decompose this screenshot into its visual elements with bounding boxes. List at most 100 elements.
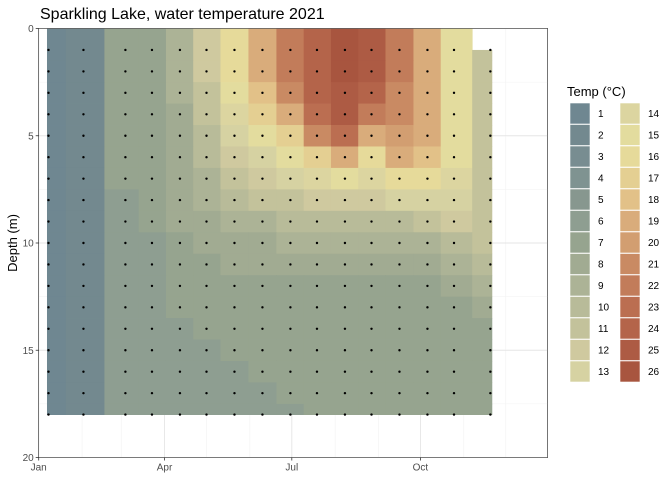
sample-point <box>289 134 292 137</box>
sample-point <box>426 349 429 352</box>
sample-point <box>452 220 456 223</box>
sample-point <box>426 327 429 330</box>
sample-point <box>289 48 292 52</box>
temperature-cell <box>472 189 493 212</box>
sample-point <box>343 70 347 73</box>
sample-point <box>150 241 154 245</box>
legend: Temp (°C) 123456789101112131415161718192… <box>567 84 660 383</box>
sample-point <box>82 156 85 159</box>
sample-point <box>315 284 319 288</box>
temperature-cell <box>46 232 67 255</box>
x-tick-label: Oct <box>413 463 429 474</box>
sample-point <box>315 91 319 95</box>
sample-point <box>233 134 236 137</box>
sample-point <box>205 134 208 137</box>
temperature-cell <box>330 403 359 415</box>
temperature-cell <box>472 318 493 340</box>
sample-points <box>47 48 492 416</box>
sample-point <box>150 113 154 116</box>
temperature-cell <box>472 49 493 62</box>
sample-point <box>205 220 208 223</box>
temperature-cell <box>440 360 473 383</box>
sample-point <box>124 413 127 416</box>
sample-point <box>426 91 429 95</box>
sample-point <box>150 177 154 180</box>
sample-point <box>124 156 127 159</box>
sample-point <box>315 134 319 137</box>
sample-point <box>343 113 347 116</box>
temperature-cell <box>46 60 67 83</box>
sample-point <box>489 198 492 202</box>
temperature-cell <box>104 28 140 62</box>
sample-point <box>178 198 182 202</box>
sample-point <box>289 177 292 180</box>
sample-point <box>178 263 182 266</box>
sample-point <box>82 284 85 288</box>
sample-point <box>289 327 292 330</box>
sample-point <box>398 263 401 266</box>
sample-point <box>233 156 236 159</box>
legend-label: 12 <box>598 346 610 357</box>
legend-label: 4 <box>598 174 604 185</box>
sample-point <box>205 198 208 202</box>
sample-point <box>398 48 401 52</box>
temperature-cell <box>472 82 493 104</box>
sample-point <box>47 113 50 116</box>
sample-point <box>205 284 208 288</box>
sample-point <box>82 413 85 416</box>
sample-point <box>47 391 50 395</box>
temperature-cell <box>165 28 194 62</box>
sample-point <box>178 220 182 223</box>
sample-point <box>289 413 292 416</box>
sample-point <box>370 91 373 95</box>
sample-point <box>47 134 50 137</box>
legend-label: 3 <box>598 152 604 163</box>
sample-point <box>124 198 127 202</box>
temperature-cell <box>65 382 105 405</box>
sample-point <box>233 263 236 266</box>
sample-point <box>205 91 208 95</box>
temperature-cell <box>104 82 140 104</box>
legend-label: 7 <box>598 238 604 249</box>
temperature-cell <box>46 167 67 190</box>
legend-key <box>619 296 641 318</box>
temperature-cell <box>104 210 140 233</box>
temperature-cell <box>65 210 105 233</box>
sample-point <box>82 391 85 395</box>
temperature-cell <box>472 339 493 362</box>
sample-point <box>82 370 85 373</box>
sample-point <box>124 113 127 116</box>
sample-point <box>233 391 236 395</box>
temperature-cell <box>440 82 473 104</box>
sample-point <box>205 327 208 330</box>
sample-point <box>489 241 492 245</box>
sample-point <box>343 306 347 309</box>
sample-point <box>82 306 85 309</box>
sample-point <box>398 113 401 116</box>
sample-point <box>150 327 154 330</box>
sample-point <box>343 134 347 137</box>
sample-point <box>82 48 85 52</box>
sample-point <box>489 70 492 73</box>
temperature-cell <box>65 189 105 212</box>
temperature-cell <box>303 28 332 62</box>
sample-point <box>489 370 492 373</box>
temperature-cell <box>65 167 105 190</box>
sample-point <box>47 48 50 52</box>
temperature-cell <box>472 210 493 233</box>
sample-point <box>82 220 85 223</box>
sample-point <box>398 327 401 330</box>
sample-point <box>261 241 264 245</box>
sample-point <box>261 48 264 52</box>
sample-point <box>398 70 401 73</box>
legend-label: 24 <box>648 324 660 335</box>
temperature-cell <box>104 253 140 276</box>
legend-label: 19 <box>648 217 660 228</box>
temperature-cell <box>303 403 332 415</box>
sample-point <box>124 91 127 95</box>
temperature-cell <box>165 403 194 415</box>
temperature-cell <box>440 275 473 298</box>
sample-point <box>315 391 319 395</box>
chart-title: Sparkling Lake, water temperature 2021 <box>40 6 325 23</box>
sample-point <box>150 391 154 395</box>
